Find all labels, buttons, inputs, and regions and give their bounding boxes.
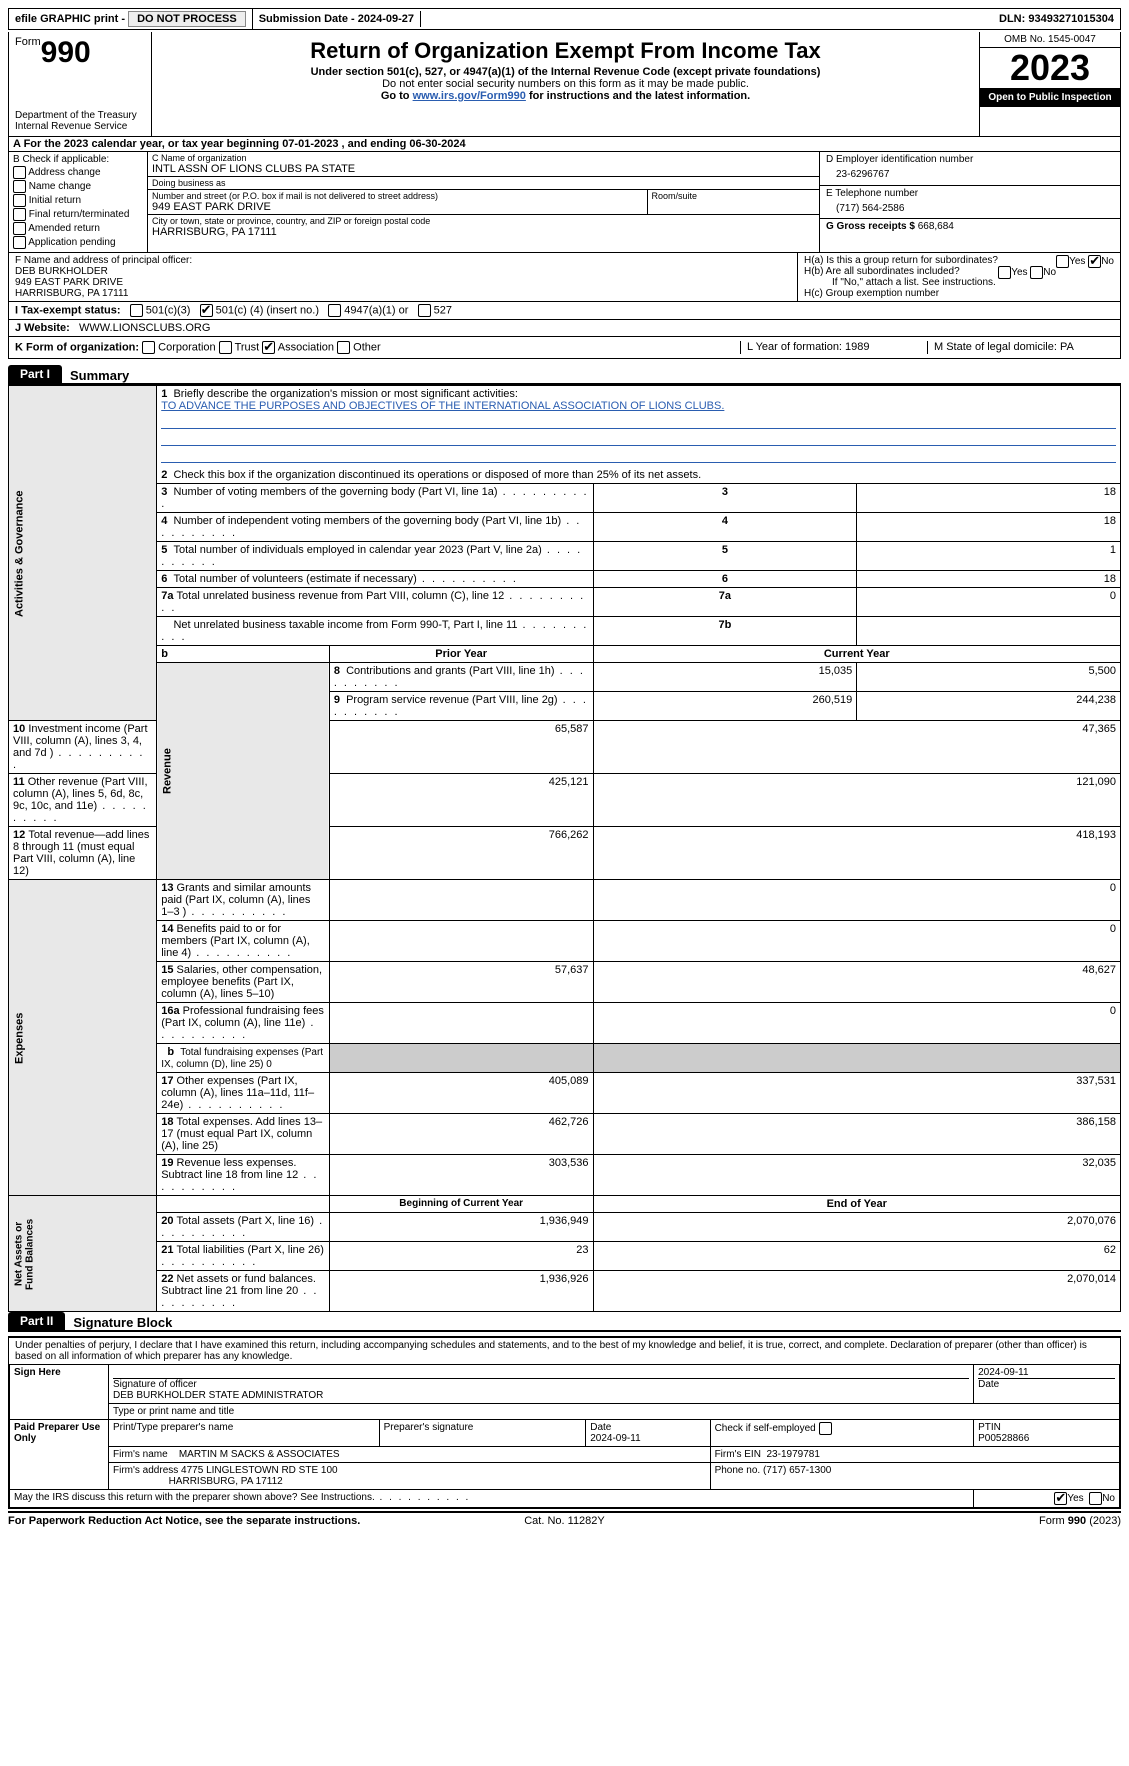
footer-mid: Cat. No. 11282Y [379, 1515, 750, 1527]
side-na: Net Assets or Fund Balances [9, 1196, 157, 1312]
officer-addr2: HARRISBURG, PA 17111 [15, 288, 791, 299]
sign-here: Sign Here [10, 1365, 109, 1420]
row-a: A For the 2023 calendar year, or tax yea… [8, 137, 1121, 152]
subtitle-3: Go to www.irs.gov/Form990 for instructio… [158, 90, 973, 102]
subtitle-1: Under section 501(c), 527, or 4947(a)(1)… [158, 66, 973, 78]
cb-4947[interactable] [328, 304, 341, 317]
signature-block: Under penalties of perjury, I declare th… [8, 1336, 1121, 1509]
prep-phone: (717) 657-1300 [763, 1465, 831, 1476]
row-f-h: F Name and address of principal officer:… [8, 253, 1121, 302]
col-d-g: D Employer identification number23-62967… [819, 152, 1120, 252]
line-7a: 7a Total unrelated business revenue from… [9, 588, 1121, 617]
part-i-title: Summary [62, 368, 129, 383]
cb-app-pending[interactable] [13, 236, 26, 249]
line-6: 6 Total number of volunteers (estimate i… [9, 571, 1121, 588]
cb-self-employed[interactable] [819, 1422, 832, 1435]
mission: TO ADVANCE THE PURPOSES AND OBJECTIVES O… [161, 400, 724, 412]
page-footer: For Paperwork Reduction Act Notice, see … [8, 1511, 1121, 1527]
form-word: Form [15, 36, 41, 48]
print-button[interactable]: DO NOT PROCESS [128, 11, 246, 27]
room-suite-lbl: Room/suite [652, 191, 816, 201]
website: WWW.LIONSCLUBS.ORG [79, 322, 210, 334]
inspection-label: Open to Public Inspection [980, 88, 1120, 107]
efile-label: efile GRAPHIC print - DO NOT PROCESS [9, 9, 253, 29]
tax-year: 2023 [980, 48, 1120, 88]
line-4: 4 Number of independent voting members o… [9, 513, 1121, 542]
cb-501c[interactable] [200, 304, 213, 317]
subtitle-2: Do not enter social security numbers on … [158, 78, 973, 90]
line-5: 5 Total number of individuals employed i… [9, 542, 1121, 571]
cb-name-change[interactable] [13, 180, 26, 193]
col-b: B Check if applicable: Address change Na… [9, 152, 148, 252]
part-ii-hdr: Part II [8, 1312, 65, 1330]
cb-assoc[interactable] [262, 341, 275, 354]
cb-hb-yes[interactable] [998, 266, 1011, 279]
city-state-zip: HARRISBURG, PA 17111 [152, 226, 815, 238]
block-b-g: B Check if applicable: Address change Na… [8, 152, 1121, 253]
footer-left: For Paperwork Reduction Act Notice, see … [8, 1515, 379, 1527]
row-k: K Form of organization: Corporation Trus… [8, 337, 1121, 359]
ptin: P00528866 [978, 1433, 1029, 1444]
cb-amended[interactable] [13, 222, 26, 235]
irs-link[interactable]: www.irs.gov/Form990 [413, 90, 526, 102]
officer-name: DEB BURKHOLDER [15, 266, 791, 277]
part-i-hdr: Part I [8, 365, 62, 383]
side-rev: Revenue [157, 663, 330, 880]
h-note: If "No," attach a list. See instructions… [804, 277, 1114, 288]
cb-trust[interactable] [219, 341, 232, 354]
row-j: J Website: WWW.LIONSCLUBS.ORG [8, 320, 1121, 337]
cb-other[interactable] [337, 341, 350, 354]
cb-discuss-yes[interactable] [1054, 1492, 1067, 1505]
org-name: INTL ASSN OF LIONS CLUBS PA STATE [152, 163, 815, 175]
line-7b: Net unrelated business taxable income fr… [9, 617, 1121, 646]
footer-right: Form 990 (2023) [750, 1515, 1121, 1527]
cb-initial-return[interactable] [13, 194, 26, 207]
summary-table: Activities & Governance 1 Briefly descri… [8, 385, 1121, 1312]
omb-number: OMB No. 1545-0047 [980, 32, 1120, 48]
dln: DLN: 93493271015304 [993, 11, 1120, 27]
officer-sig-name: DEB BURKHOLDER STATE ADMINISTRATOR [113, 1390, 323, 1401]
part-ii-title: Signature Block [65, 1315, 172, 1330]
submission-date: Submission Date - 2024-09-27 [253, 11, 421, 27]
legal-domicile: M State of legal domicile: PA [927, 341, 1114, 354]
line-3: 3 Number of voting members of the govern… [9, 484, 1121, 513]
phone: (717) 564-2586 [826, 199, 1114, 214]
dept-label: Department of the Treasury Internal Reve… [15, 110, 145, 132]
cb-corp[interactable] [142, 341, 155, 354]
row-i: I Tax-exempt status: 501(c)(3) 501(c) (4… [8, 302, 1121, 320]
cb-hb-no[interactable] [1030, 266, 1043, 279]
officer-addr1: 949 EAST PARK DRIVE [15, 277, 791, 288]
ein: 23-6296767 [826, 165, 1114, 180]
cb-501c3[interactable] [130, 304, 143, 317]
form-title: Return of Organization Exempt From Incom… [158, 38, 973, 64]
col-b-header: B Check if applicable: [13, 154, 143, 165]
year-formation: L Year of formation: 1989 [740, 341, 927, 354]
firm-name: MARTIN M SACKS & ASSOCIATES [179, 1449, 340, 1460]
cb-ha-yes[interactable] [1056, 255, 1069, 268]
h-c: H(c) Group exemption number [804, 288, 1114, 299]
perjury-text: Under penalties of perjury, I declare th… [15, 1340, 1114, 1362]
firm-ein: 23-1979781 [767, 1449, 820, 1460]
form-number: 990 [41, 36, 91, 69]
top-bar: efile GRAPHIC print - DO NOT PROCESS Sub… [8, 8, 1121, 30]
gross-receipts: 668,684 [918, 221, 954, 232]
side-exp: Expenses [9, 880, 157, 1196]
form-header: Form990 Department of the Treasury Inter… [8, 32, 1121, 137]
col-f-lbl: F Name and address of principal officer: [15, 255, 791, 266]
cb-address-change[interactable] [13, 166, 26, 179]
col-c: C Name of organizationINTL ASSN OF LIONS… [148, 152, 819, 252]
paid-preparer: Paid Preparer Use Only [10, 1420, 109, 1490]
cb-ha-no[interactable] [1088, 255, 1101, 268]
street: 949 EAST PARK DRIVE [152, 201, 643, 213]
cb-discuss-no[interactable] [1089, 1492, 1102, 1505]
cb-final-return[interactable] [13, 208, 26, 221]
side-ag: Activities & Governance [9, 386, 157, 721]
cb-527[interactable] [418, 304, 431, 317]
